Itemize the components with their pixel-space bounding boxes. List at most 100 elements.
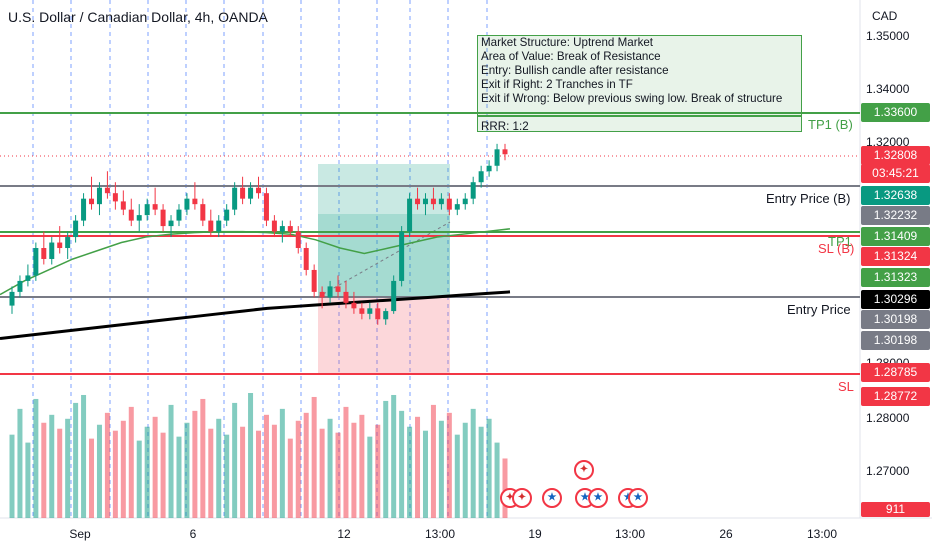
- time-axis-tick: 26: [719, 527, 733, 541]
- volume-bar: [438, 420, 444, 518]
- price-tag-sl: 1.28772: [861, 387, 930, 406]
- candle-body: [311, 269, 317, 292]
- candle-body: [65, 237, 71, 249]
- candle-body: [263, 193, 269, 221]
- candle-body: [136, 215, 142, 221]
- price-tag-entry: 1.30296: [861, 290, 930, 309]
- volume-bar: [73, 402, 79, 518]
- volume-bar: [136, 440, 142, 518]
- time-axis-tick: 12: [337, 527, 351, 541]
- volume-bar: [263, 414, 269, 518]
- volume-bar: [208, 428, 214, 518]
- price-tag-gray: 1.30198: [861, 310, 930, 329]
- entry-label: Entry Price: [787, 302, 851, 317]
- candle-body: [367, 308, 373, 314]
- volume-bar: [319, 428, 325, 518]
- usa-flag-icon[interactable]: ★: [542, 488, 562, 508]
- volume-bar: [446, 412, 452, 518]
- time-axis-tick: Sep: [69, 527, 91, 541]
- volume-bar: [430, 404, 436, 518]
- usa-flag-icon[interactable]: ★: [588, 488, 608, 508]
- price-axis-tick: 1.28000: [866, 411, 910, 425]
- volume-bar: [89, 438, 95, 518]
- volume-bar: [57, 428, 63, 518]
- volume-bar: [168, 404, 174, 518]
- volume-bar: [216, 418, 222, 518]
- candle-body: [343, 291, 349, 303]
- volume-bar: [359, 414, 365, 518]
- volume-bar: [415, 416, 421, 518]
- candle-body: [446, 198, 452, 210]
- volume-bar: [184, 422, 190, 518]
- candle-body: [240, 187, 246, 199]
- canada-flag-icon[interactable]: ✦: [512, 488, 532, 508]
- candle-body: [120, 201, 126, 210]
- candle-body: [160, 209, 166, 227]
- volume-bar: [375, 424, 381, 518]
- note-line: Exit if Wrong: Below previous swing low.…: [481, 92, 783, 105]
- volume-bar: [256, 430, 261, 518]
- price-tag-gray: 1.30198: [861, 331, 930, 350]
- candle-body: [415, 198, 421, 205]
- time-axis-tick: 13:00: [424, 527, 456, 541]
- volume-bar: [25, 442, 31, 518]
- trade-plan-note[interactable]: Market Structure: Uptrend Market Area of…: [477, 35, 802, 133]
- time-axis-tick: 6: [189, 527, 197, 541]
- volume-bar: [152, 416, 158, 518]
- candle-body: [430, 198, 436, 205]
- candle-body: [407, 198, 413, 232]
- candle-body: [351, 302, 357, 309]
- price-tag-last: 1.32808: [861, 146, 930, 165]
- volume-bar: [96, 424, 102, 518]
- candle-body: [224, 209, 230, 221]
- volume-bar: [17, 408, 23, 518]
- candle-body: [104, 187, 110, 194]
- volume-bar: [200, 398, 206, 518]
- candle-body: [256, 187, 261, 194]
- volume-bar: [33, 398, 39, 518]
- volume-bar: [9, 434, 15, 518]
- volume-bar: [176, 436, 182, 518]
- volume-bar: [454, 434, 460, 518]
- candle-body: [399, 231, 405, 281]
- entry-b-label: Entry Price (B): [766, 191, 851, 206]
- candle-body: [335, 286, 341, 292]
- rrr-label: RRR: 1:2: [481, 120, 529, 133]
- note-line: Entry: Bullish candle after resistance: [481, 64, 669, 77]
- price-tag-tp1: 1.31409: [861, 227, 930, 246]
- usa-flag-icon[interactable]: ★: [628, 488, 648, 508]
- time-axis-tick: 19: [528, 527, 542, 541]
- candle-body: [271, 220, 277, 232]
- sl-label: SL: [838, 379, 854, 394]
- sl-b-label: SL (B): [818, 241, 855, 256]
- volume-bar: [41, 422, 47, 518]
- volume-bar: [65, 418, 71, 518]
- candle-body: [232, 187, 238, 210]
- price-tag-ema: 1.31323: [861, 268, 930, 287]
- candle-body: [359, 308, 365, 314]
- volume-bar: [391, 394, 397, 518]
- candle-body: [41, 248, 47, 259]
- price-tag-gray: 1.32232: [861, 206, 930, 225]
- price-axis-tick: 1.27000: [866, 464, 910, 478]
- note-line: Market Structure: Uptrend Market: [481, 36, 654, 49]
- canada-flag-icon[interactable]: ✦: [574, 460, 594, 480]
- candle-body: [33, 248, 39, 276]
- price-tag-entry-b: 1.32638: [861, 186, 930, 205]
- volume-bar: [192, 410, 198, 518]
- price-tag-sl: 1.28785: [861, 363, 930, 382]
- price-axis-tick: 1.32000: [866, 135, 910, 149]
- candle-body: [478, 171, 484, 183]
- volume-bar: [248, 393, 254, 518]
- candle-body: [192, 198, 198, 205]
- volume-bar: [335, 432, 341, 518]
- candle-body: [9, 291, 15, 306]
- volume-bar: [287, 438, 293, 518]
- price-tag-sl-b: 1.31324: [861, 247, 930, 266]
- price-tag-tp1b: 1.33600: [861, 103, 930, 122]
- tp1-label: TP1: [828, 234, 852, 249]
- note-divider: [478, 115, 801, 117]
- currency-label: CAD: [872, 9, 898, 23]
- candle-body: [319, 291, 325, 298]
